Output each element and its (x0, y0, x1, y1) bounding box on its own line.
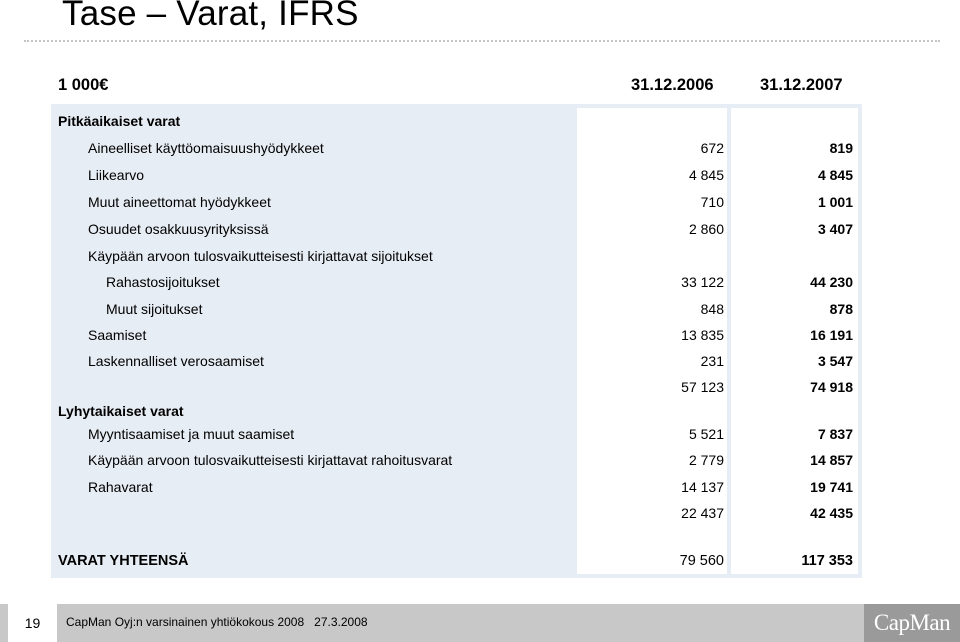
table-row: Käypään arvoon tulosvaikutteisesti kirja… (51, 447, 862, 473)
column-2007-band (731, 108, 858, 574)
row-label: Käypään arvoon tulosvaikutteisesti kirja… (88, 248, 433, 264)
column-header-2006: 31.12.2006 (631, 76, 714, 94)
value-2007: 14 857 (810, 452, 853, 468)
table-row: Rahavarat 14 137 19 741 (51, 474, 862, 500)
row-label: Rahavarat (88, 479, 153, 495)
value-2006: 33 122 (681, 274, 724, 290)
value-2006: 57 123 (681, 379, 724, 395)
row-label: Laskennalliset verosaamiset (88, 353, 264, 369)
table-row: Aineelliset käyttöomaisuushyödykkeet 672 8… (51, 135, 862, 161)
value-2007: 44 230 (810, 274, 853, 290)
table-row: Lyhytaikaiset varat (51, 398, 862, 424)
value-2006: 2 779 (688, 452, 724, 468)
table-row: Myyntisaamiset ja muut saamiset 5 521 7 83… (51, 421, 862, 447)
capman-logo: CapMan (864, 604, 960, 642)
table-row: Liikearvo 4 845 4 845 (51, 162, 862, 188)
section-heading: Pitkäaikaiset varat (58, 113, 181, 129)
value-2006: 5 521 (688, 426, 724, 442)
value-2007: 3 547 (817, 353, 853, 369)
footer-bar: 19 CapMan Oyj:n varsinainen yhtiökokous … (0, 604, 960, 642)
column-header-2007: 31.12.2007 (760, 76, 843, 94)
value-2006: 710 (700, 194, 724, 210)
total-row: VARAT YHTEENSÄ 79 560 117 353 (51, 548, 862, 574)
value-2007: 74 918 (810, 379, 853, 395)
row-label: Käypään arvoon tulosvaikutteisesti kirja… (88, 452, 453, 468)
value-2007: 19 741 (810, 479, 853, 495)
table-row: Laskennalliset verosaamiset 231 3 547 (51, 348, 862, 374)
value-2007: 819 (829, 140, 853, 156)
row-label: Muut aineettomat hyödykkeet (88, 194, 271, 210)
value-2007: 3 407 (817, 221, 853, 237)
value-2007: 7 837 (817, 426, 853, 442)
column-2006-band (577, 108, 727, 574)
row-label: Osuudet osakkuusyrityksissä (88, 221, 269, 237)
page-title: Tase – Varat, IFRS (62, 0, 359, 33)
total-label: VARAT YHTEENSÄ (58, 553, 189, 569)
table-row: Muut sijoitukset 848 878 (51, 296, 862, 322)
row-label: Saamiset (88, 327, 147, 343)
value-2006: 22 437 (681, 505, 724, 521)
table-row: Pitkäaikaiset varat (51, 108, 862, 134)
value-2007: 1 001 (817, 194, 853, 210)
table-row: Rahastosijoitukset 33 122 44 230 (51, 269, 862, 295)
table-row: Osuudet osakkuusyrityksissä 2 860 3 407 (51, 216, 862, 242)
value-2006: 848 (700, 301, 724, 317)
total-value-2006: 79 560 (679, 553, 724, 569)
table-row: 57 123 74 918 (51, 374, 862, 400)
table-row: Saamiset 13 835 16 191 (51, 322, 862, 348)
title-divider (24, 40, 940, 42)
table-row: Käypään arvoon tulosvaikutteisesti kirja… (51, 243, 862, 269)
row-label: Liikearvo (88, 167, 145, 183)
value-2006: 14 137 (681, 479, 724, 495)
footer-date: 27.3.2008 (314, 615, 368, 629)
value-2006: 672 (700, 140, 724, 156)
row-label: Myyntisaamiset ja muut saamiset (88, 426, 295, 442)
row-label: Rahastosijoitukset (106, 274, 220, 290)
page-number: 19 (8, 604, 57, 642)
footer-event: CapMan Oyj:n varsinainen yhtiökokous 200… (66, 615, 305, 629)
value-2006: 4 845 (688, 167, 724, 183)
footer-text: CapMan Oyj:n varsinainen yhtiökokous 200… (66, 615, 368, 629)
value-2006: 13 835 (681, 327, 724, 343)
value-2006: 231 (700, 353, 724, 369)
value-2007: 42 435 (810, 505, 853, 521)
value-2007: 4 845 (817, 167, 853, 183)
table-row: Muut aineettomat hyödykkeet 710 1 001 (51, 189, 862, 215)
unit-header: 1 000€ (58, 76, 109, 94)
row-label: Muut sijoitukset (106, 301, 203, 317)
section-heading: Lyhytaikaiset varat (58, 403, 184, 419)
table-row: 22 437 42 435 (51, 500, 862, 526)
row-label: Aineelliset käyttöomaisuushyödykkeet (88, 140, 324, 156)
value-2007: 16 191 (810, 327, 853, 343)
value-2007: 878 (829, 301, 853, 317)
total-value-2007: 117 353 (801, 553, 853, 569)
value-2006: 2 860 (688, 221, 724, 237)
